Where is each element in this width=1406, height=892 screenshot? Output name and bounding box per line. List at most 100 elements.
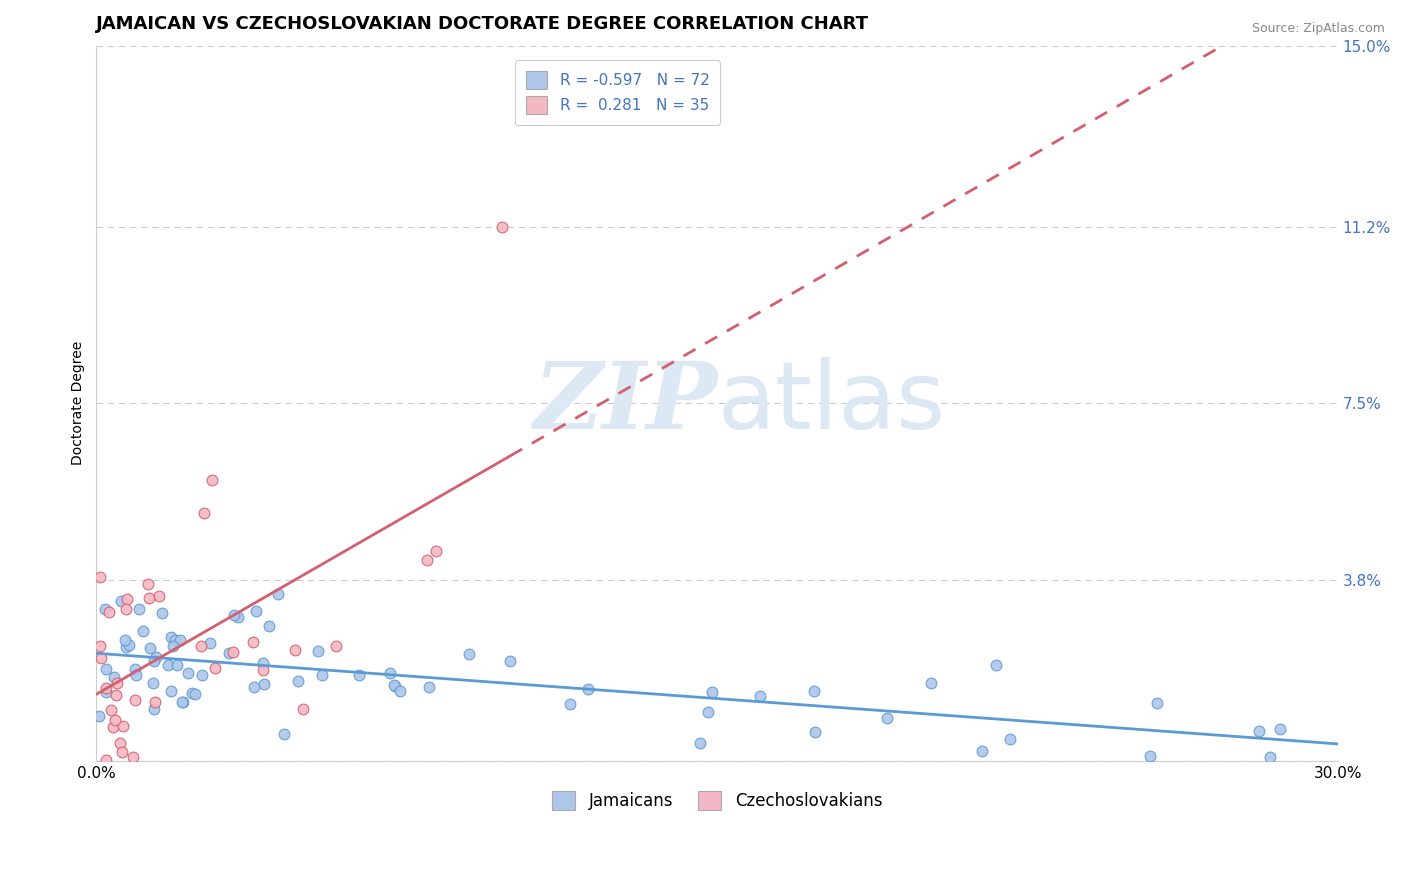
Point bbox=[920, 676, 942, 690]
Point bbox=[122, 750, 145, 764]
Point bbox=[142, 676, 165, 690]
Point bbox=[89, 639, 111, 653]
Point bbox=[115, 601, 138, 615]
Point bbox=[128, 602, 150, 616]
Point bbox=[193, 506, 215, 520]
Point bbox=[172, 695, 194, 709]
Point bbox=[191, 668, 214, 682]
Point bbox=[291, 701, 314, 715]
Point bbox=[252, 656, 274, 670]
Point bbox=[100, 703, 122, 717]
Point bbox=[201, 473, 224, 487]
Point bbox=[257, 619, 280, 633]
Point bbox=[145, 650, 167, 665]
Point bbox=[104, 713, 127, 727]
Point bbox=[148, 590, 170, 604]
Point bbox=[1268, 722, 1291, 736]
Text: ZIP: ZIP bbox=[533, 359, 717, 449]
Point bbox=[118, 638, 141, 652]
Point bbox=[749, 690, 772, 704]
Text: atlas: atlas bbox=[717, 358, 945, 450]
Point bbox=[160, 683, 183, 698]
Point bbox=[986, 658, 1008, 673]
Point bbox=[222, 608, 245, 623]
Point bbox=[124, 662, 146, 676]
Point bbox=[143, 654, 166, 668]
Point bbox=[166, 657, 188, 672]
Point bbox=[94, 601, 117, 615]
Point bbox=[425, 544, 447, 558]
Point bbox=[115, 591, 138, 606]
Point bbox=[97, 605, 120, 619]
Point bbox=[218, 646, 240, 660]
Point bbox=[156, 657, 179, 672]
Point bbox=[380, 665, 402, 680]
Point bbox=[115, 640, 138, 655]
Point bbox=[1249, 724, 1271, 739]
Point bbox=[163, 632, 186, 647]
Point bbox=[103, 670, 125, 684]
Point bbox=[94, 681, 117, 696]
Point bbox=[104, 688, 127, 702]
Point bbox=[689, 735, 711, 749]
Point bbox=[384, 679, 406, 693]
Point bbox=[418, 681, 440, 695]
Point bbox=[96, 753, 118, 767]
Point bbox=[162, 639, 184, 653]
Point bbox=[287, 673, 309, 688]
Point bbox=[105, 676, 128, 690]
Point bbox=[143, 695, 166, 709]
Point bbox=[311, 668, 333, 682]
Point bbox=[108, 735, 131, 749]
Point bbox=[111, 745, 134, 759]
Point bbox=[101, 720, 124, 734]
Point bbox=[138, 591, 160, 606]
Point bbox=[125, 668, 148, 682]
Point bbox=[253, 677, 276, 691]
Point bbox=[139, 640, 162, 655]
Point bbox=[804, 724, 827, 739]
Point bbox=[94, 685, 117, 699]
Point bbox=[242, 635, 264, 649]
Point bbox=[252, 663, 274, 677]
Point bbox=[124, 693, 146, 707]
Point bbox=[172, 696, 194, 710]
Legend: Jamaicans, Czechoslovakians: Jamaicans, Czechoslovakians bbox=[546, 785, 889, 817]
Point bbox=[325, 639, 347, 653]
Point bbox=[243, 680, 266, 694]
Point bbox=[160, 630, 183, 644]
Point bbox=[177, 666, 200, 681]
Point bbox=[558, 698, 581, 712]
Point bbox=[226, 609, 249, 624]
Point bbox=[181, 686, 204, 700]
Point bbox=[347, 668, 370, 682]
Text: Source: ZipAtlas.com: Source: ZipAtlas.com bbox=[1251, 22, 1385, 36]
Point bbox=[89, 570, 111, 584]
Point bbox=[132, 624, 155, 638]
Point bbox=[876, 711, 898, 725]
Point bbox=[284, 643, 307, 657]
Point bbox=[972, 744, 994, 758]
Point bbox=[491, 219, 513, 234]
Text: JAMAICAN VS CZECHOSLOVAKIAN DOCTORATE DEGREE CORRELATION CHART: JAMAICAN VS CZECHOSLOVAKIAN DOCTORATE DE… bbox=[97, 15, 869, 33]
Point bbox=[267, 587, 290, 601]
Point bbox=[90, 650, 112, 665]
Point bbox=[382, 678, 405, 692]
Point bbox=[416, 553, 439, 567]
Point bbox=[273, 727, 295, 741]
Point bbox=[89, 708, 111, 723]
Point bbox=[245, 604, 267, 618]
Point bbox=[114, 632, 136, 647]
Point bbox=[111, 719, 134, 733]
Point bbox=[696, 705, 718, 719]
Point bbox=[200, 636, 222, 650]
Point bbox=[152, 607, 174, 621]
Point bbox=[307, 644, 329, 658]
Point bbox=[136, 576, 159, 591]
Point bbox=[457, 647, 479, 661]
Point bbox=[1000, 731, 1022, 746]
Point bbox=[96, 662, 118, 676]
Point bbox=[110, 593, 132, 607]
Point bbox=[221, 645, 243, 659]
Point bbox=[499, 654, 522, 668]
